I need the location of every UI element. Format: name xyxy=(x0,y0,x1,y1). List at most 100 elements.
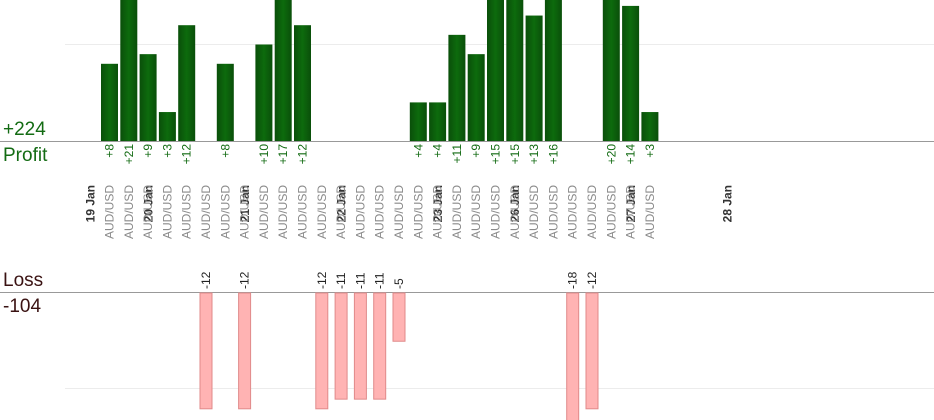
profit-bar xyxy=(158,112,176,141)
pair-label: AUD/USD xyxy=(257,185,271,239)
profit-bar xyxy=(409,102,427,141)
profit-value-label: +10 xyxy=(257,144,271,165)
profit-value-label: +20 xyxy=(604,144,618,165)
pair-label: AUD/USD xyxy=(624,185,638,239)
pair-label: AUD/USD xyxy=(122,185,136,239)
pair-label: AUD/USD xyxy=(450,185,464,239)
profit-value-label: +4 xyxy=(431,144,445,158)
profit-value-label: +21 xyxy=(122,144,136,165)
loss-bar xyxy=(353,292,367,400)
date-label: 23 Jan xyxy=(431,185,445,222)
loss-value-label: -12 xyxy=(585,271,599,289)
loss-bar xyxy=(238,292,252,410)
profit-value-label: +8 xyxy=(103,144,117,158)
pair-label: AUD/USD xyxy=(180,185,194,239)
pair-label: AUD/USD xyxy=(585,185,599,239)
profit-value-label: +8 xyxy=(218,144,232,158)
profit-bar xyxy=(506,0,524,141)
profit-label: Profit xyxy=(3,145,48,166)
loss-bar xyxy=(334,292,348,400)
date-label: 28 Jan xyxy=(720,185,734,222)
loss-value-label: -18 xyxy=(566,271,580,289)
profit-bar xyxy=(274,0,292,141)
loss-value-label: -11 xyxy=(334,272,348,289)
pair-label: AUD/USD xyxy=(276,185,290,239)
profit-bar xyxy=(544,0,562,141)
profit-bar xyxy=(467,54,485,141)
profit-value-label: +12 xyxy=(180,144,194,165)
profit-bar xyxy=(120,0,138,141)
pair-label: AUD/USD xyxy=(411,185,425,239)
profit-value-label: +4 xyxy=(411,144,425,158)
pair-label: AUD/USD xyxy=(527,185,541,239)
profit-value-label: +9 xyxy=(469,144,483,158)
loss-label: Loss xyxy=(3,270,44,291)
date-label: 20 Jan xyxy=(141,185,155,222)
pair-label: AUD/USD xyxy=(373,185,387,239)
profit-value-label: +11 xyxy=(450,144,464,164)
loss-bar xyxy=(585,292,599,410)
loss-value-label: -11 xyxy=(373,272,387,289)
profit-bar xyxy=(641,112,659,141)
profit-bar xyxy=(139,54,157,141)
pair-label: AUD/USD xyxy=(353,185,367,239)
date-label: 19 Jan xyxy=(84,185,98,222)
profit-bar xyxy=(294,25,311,142)
pair-label: AUD/USD xyxy=(392,185,406,239)
date-label: 27 Jan xyxy=(624,185,638,222)
loss-value-label: -12 xyxy=(315,271,329,289)
loss-bar xyxy=(373,292,387,400)
loss-total: -104 xyxy=(3,296,42,317)
profit-value-label: +15 xyxy=(508,144,522,165)
date-label: 22 Jan xyxy=(334,185,348,222)
profit-value-label: +12 xyxy=(296,144,310,165)
pair-label: AUD/USD xyxy=(238,185,252,239)
pair-label: AUD/USD xyxy=(199,185,213,239)
profit-bar xyxy=(448,34,466,141)
pair-label: AUD/USD xyxy=(546,185,560,239)
loss-value-label: -12 xyxy=(238,271,252,289)
profit-total: +224 xyxy=(3,119,46,140)
loss-bar xyxy=(392,292,406,342)
loss-bar xyxy=(566,292,580,420)
profit-value-label: +14 xyxy=(624,144,638,165)
pair-label: AUD/USD xyxy=(643,185,657,239)
pair-label: AUD/USD xyxy=(508,185,522,239)
profit-value-label: +3 xyxy=(643,144,657,158)
pair-label: AUD/USD xyxy=(334,185,348,239)
profit-bar xyxy=(178,25,196,142)
pair-label: AUD/USD xyxy=(469,185,483,239)
profit-value-label: +16 xyxy=(546,144,560,165)
profit-bar xyxy=(429,102,447,141)
pair-label: AUD/USD xyxy=(218,185,232,239)
pair-label: AUD/USD xyxy=(315,185,329,239)
profit-value-label: +15 xyxy=(489,144,503,165)
profit-bar xyxy=(101,63,118,141)
profit-value-label: +3 xyxy=(160,144,174,158)
loss-value-label: -11 xyxy=(353,272,367,289)
profit-bar xyxy=(602,0,620,141)
loss-value-label: -5 xyxy=(392,278,406,289)
profit-value-label: +13 xyxy=(527,144,541,165)
profit-bar xyxy=(525,15,543,141)
pair-label: AUD/USD xyxy=(160,185,174,239)
profit-value-label: +17 xyxy=(276,144,290,165)
pair-label: AUD/USD xyxy=(604,185,618,239)
profit-bar xyxy=(487,0,504,141)
pair-label: AUD/USD xyxy=(103,185,117,239)
loss-bar xyxy=(315,292,329,410)
profit-value-label: +9 xyxy=(141,144,155,158)
pair-label: AUD/USD xyxy=(566,185,580,239)
loss-value-label: -12 xyxy=(199,271,213,289)
pair-label: AUD/USD xyxy=(296,185,310,239)
pair-label: AUD/USD xyxy=(141,185,155,239)
pair-label: AUD/USD xyxy=(431,185,445,239)
loss-bar xyxy=(199,292,213,410)
profit-bar xyxy=(622,5,640,142)
date-label: 21 Jan xyxy=(238,185,252,222)
profit-bar xyxy=(216,63,234,141)
pair-label: AUD/USD xyxy=(489,185,503,239)
date-label: 26 Jan xyxy=(508,185,522,222)
profit-bar xyxy=(255,44,273,141)
